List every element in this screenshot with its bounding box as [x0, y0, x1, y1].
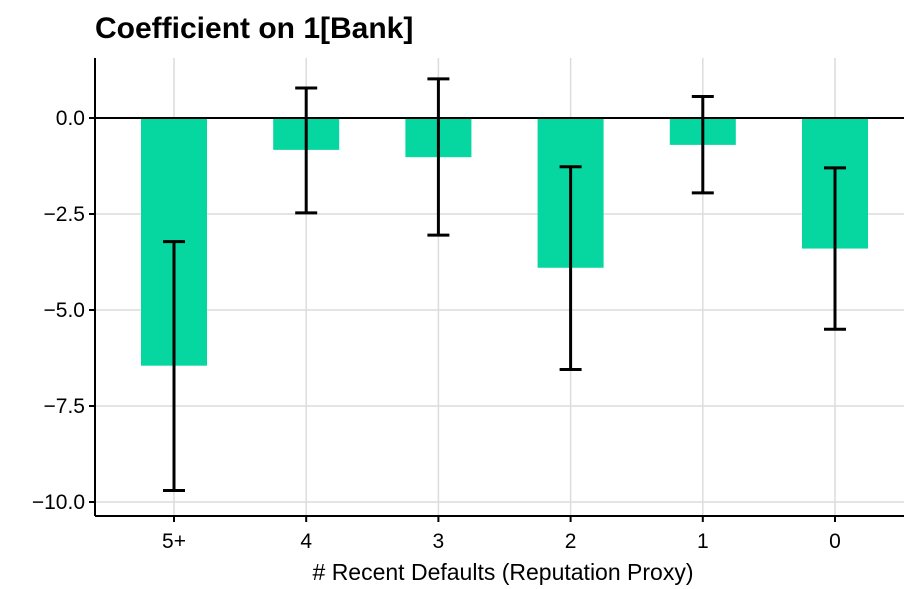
x-tick-label: 5+: [162, 530, 186, 553]
y-tick-label: 0.0: [56, 107, 85, 130]
x-axis-ticks: 5+ 4 3 2 1 0: [162, 516, 841, 553]
bars: [141, 118, 868, 366]
x-tick-label: 0: [829, 530, 841, 553]
x-tick-label: 1: [697, 530, 709, 553]
y-tick-label: −5.0: [44, 299, 85, 322]
chart-title: Coefficient on 1[Bank]: [95, 12, 413, 45]
x-tick-label: 3: [433, 530, 445, 553]
gridlines: [95, 58, 904, 516]
error-bars: [163, 77, 846, 492]
y-tick-label: −10.0: [32, 491, 85, 514]
x-axis-label: # Recent Defaults (Reputation Proxy): [313, 559, 694, 585]
y-tick-label: −7.5: [44, 395, 85, 418]
y-tick-label: −2.5: [44, 203, 85, 226]
y-axis-ticks: 0.0 −2.5 −5.0 −7.5 −10.0: [32, 107, 95, 514]
x-tick-label: 2: [565, 530, 577, 553]
x-tick-label: 4: [300, 530, 312, 553]
